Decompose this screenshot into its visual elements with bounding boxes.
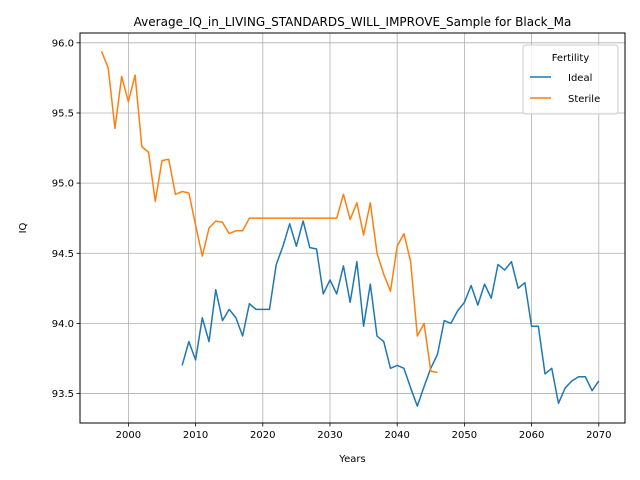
- y-tick-label: 95.0: [52, 179, 74, 190]
- x-tick-label: 2000: [116, 430, 141, 441]
- chart-title: Average_IQ_in_LIVING_STANDARDS_WILL_IMPR…: [134, 15, 572, 29]
- y-axis-label: IQ: [18, 222, 29, 233]
- axis-ticks: 2000 2010 2020 2030 2040 2050 2060 2070 93.5 94.0…: [52, 38, 612, 441]
- series-line-ideal: [181, 220, 600, 407]
- x-tick-label: 2040: [384, 430, 409, 441]
- plot-frame: [79, 32, 626, 424]
- y-tick-label: 94.0: [52, 319, 74, 330]
- y-tick-label: 95.5: [52, 108, 74, 119]
- x-tick-label: 2030: [317, 430, 342, 441]
- x-tick-label: 2020: [250, 430, 275, 441]
- series-lines: [100, 50, 600, 407]
- series-line-sterile: [100, 50, 438, 374]
- y-tick-label: 94.5: [52, 249, 74, 260]
- legend-frame: [522, 44, 619, 115]
- x-tick-label: 2070: [586, 430, 611, 441]
- y-tick-label: 96.0: [52, 38, 74, 49]
- x-tick-label: 2060: [519, 430, 544, 441]
- legend-label-ideal: Ideal: [568, 73, 592, 84]
- y-tick-label: 93.5: [52, 389, 74, 400]
- x-axis-label: Years: [338, 454, 365, 465]
- legend-title: Fertility: [552, 53, 590, 64]
- legend-label-sterile: Sterile: [568, 94, 600, 105]
- legend: Fertility Ideal Sterile: [522, 44, 619, 115]
- x-tick-label: 2010: [183, 430, 208, 441]
- x-tick-label: 2050: [452, 430, 477, 441]
